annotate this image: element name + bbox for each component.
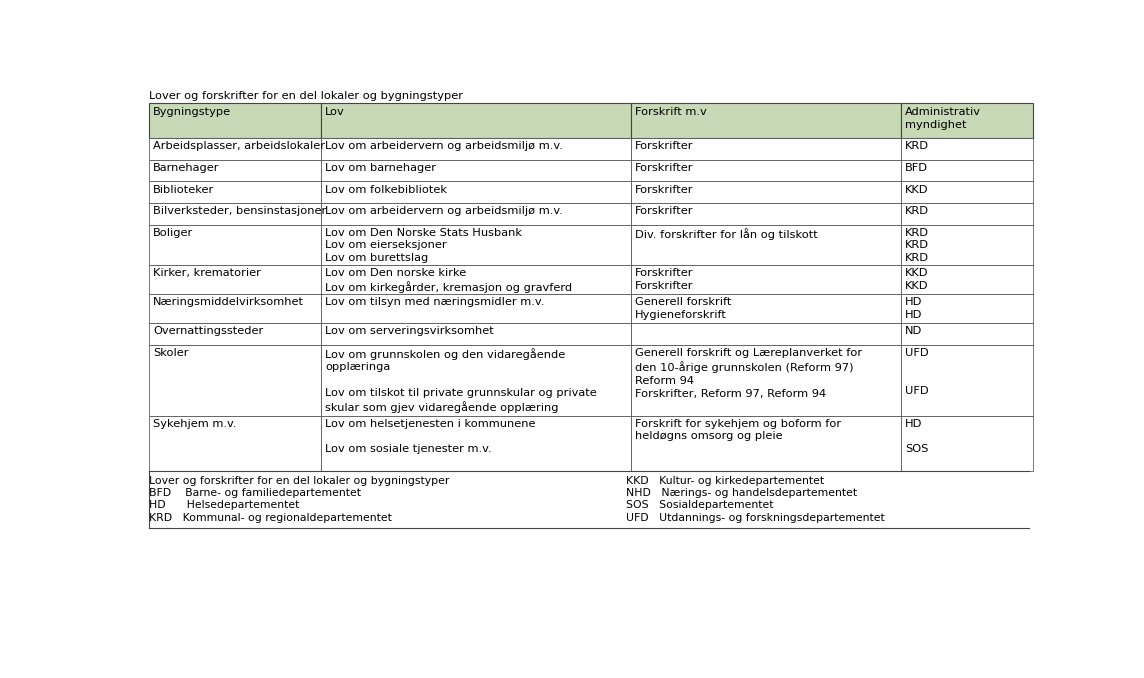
Text: Lov om grunnskolen og den vidaregående
opplæringa

Lov om tilskot til private gr: Lov om grunnskolen og den vidaregående o… xyxy=(325,348,597,414)
Text: KKD: KKD xyxy=(905,184,928,195)
Bar xyxy=(631,344,901,416)
Bar xyxy=(149,203,321,224)
Bar xyxy=(321,323,631,344)
Text: Næringsmiddelvirksomhet: Næringsmiddelvirksomhet xyxy=(153,297,304,307)
Bar xyxy=(631,323,901,344)
Bar xyxy=(631,264,901,294)
Bar xyxy=(631,103,901,138)
Bar xyxy=(901,224,1033,264)
Bar xyxy=(321,182,631,203)
Bar xyxy=(149,138,321,160)
Bar xyxy=(901,203,1033,224)
Bar xyxy=(149,344,321,416)
Text: Lov om helsetjenesten i kommunene

Lov om sosiale tjenester m.v.: Lov om helsetjenesten i kommunene Lov om… xyxy=(325,418,535,454)
Text: Sykehjem m.v.: Sykehjem m.v. xyxy=(153,418,237,428)
Bar xyxy=(631,138,901,160)
Bar xyxy=(149,224,321,264)
Text: Skoler: Skoler xyxy=(153,348,189,358)
Bar xyxy=(321,160,631,182)
Text: Barnehager: Barnehager xyxy=(153,163,220,173)
Text: NHD   Nærings- og handelsdepartementet: NHD Nærings- og handelsdepartementet xyxy=(626,488,857,498)
Text: Forskrift m.v: Forskrift m.v xyxy=(635,106,707,117)
Bar xyxy=(321,103,631,138)
Bar xyxy=(321,344,631,416)
Bar xyxy=(149,294,321,323)
Text: UFD   Utdannings- og forskningsdepartementet: UFD Utdannings- og forskningsdepartement… xyxy=(626,513,885,523)
Text: Forskrift for sykehjem og boform for
heldøgns omsorg og pleie: Forskrift for sykehjem og boform for hel… xyxy=(635,418,841,441)
Bar xyxy=(631,182,901,203)
Text: KRD
KRD
KRD: KRD KRD KRD xyxy=(905,228,929,263)
Bar xyxy=(149,182,321,203)
Text: Div. forskrifter for lån og tilskott: Div. forskrifter for lån og tilskott xyxy=(635,228,818,239)
Text: ND: ND xyxy=(905,326,922,336)
Bar xyxy=(631,294,901,323)
Text: Forskrifter: Forskrifter xyxy=(635,206,693,216)
Bar xyxy=(901,323,1033,344)
Text: Lov om Den norske kirke
Lov om kirkegårder, kremasjon og gravferd: Lov om Den norske kirke Lov om kirkegård… xyxy=(325,268,572,293)
Bar xyxy=(631,224,901,264)
Bar xyxy=(321,416,631,471)
Bar xyxy=(149,264,321,294)
Bar xyxy=(901,160,1033,182)
Text: HD      Helsedepartementet: HD Helsedepartementet xyxy=(149,500,300,511)
Text: UFD


UFD: UFD UFD xyxy=(905,348,929,396)
Text: Lover og forskrifter for en del lokaler og bygningstyper: Lover og forskrifter for en del lokaler … xyxy=(149,475,450,485)
Text: Bygningstype: Bygningstype xyxy=(153,106,231,117)
Bar xyxy=(901,294,1033,323)
Text: Kirker, krematorier: Kirker, krematorier xyxy=(153,268,261,278)
Text: Forskrifter: Forskrifter xyxy=(635,163,693,173)
Text: Biblioteker: Biblioteker xyxy=(153,184,214,195)
Text: KKD   Kultur- og kirkedepartementet: KKD Kultur- og kirkedepartementet xyxy=(626,475,825,485)
Text: Overnattingssteder: Overnattingssteder xyxy=(153,326,263,336)
Text: KRD: KRD xyxy=(905,142,929,151)
Text: KKD
KKD: KKD KKD xyxy=(905,268,928,290)
Text: Forskrifter: Forskrifter xyxy=(635,184,693,195)
Text: Lov om folkebibliotek: Lov om folkebibliotek xyxy=(325,184,447,195)
Text: Forskrifter
Forskrifter: Forskrifter Forskrifter xyxy=(635,268,693,290)
Bar xyxy=(149,323,321,344)
Bar xyxy=(901,182,1033,203)
Text: Boliger: Boliger xyxy=(153,228,193,238)
Text: BFD    Barne- og familiedepartementet: BFD Barne- og familiedepartementet xyxy=(149,488,362,498)
Bar xyxy=(901,138,1033,160)
Bar xyxy=(901,416,1033,471)
Bar xyxy=(321,203,631,224)
Bar xyxy=(901,344,1033,416)
Bar xyxy=(321,224,631,264)
Bar xyxy=(149,103,321,138)
Text: BFD: BFD xyxy=(905,163,928,173)
Text: HD
HD: HD HD xyxy=(905,297,922,320)
Text: HD

SOS: HD SOS xyxy=(905,418,928,454)
Bar xyxy=(901,103,1033,138)
Bar xyxy=(321,138,631,160)
Text: KRD   Kommunal- og regionaldepartementet: KRD Kommunal- og regionaldepartementet xyxy=(149,513,392,523)
Text: Lov om serveringsvirksomhet: Lov om serveringsvirksomhet xyxy=(325,326,494,336)
Bar xyxy=(321,264,631,294)
Text: Lov om barnehager: Lov om barnehager xyxy=(325,163,436,173)
Text: Lov om arbeidervern og arbeidsmiljø m.v.: Lov om arbeidervern og arbeidsmiljø m.v. xyxy=(325,206,563,216)
Text: Arbeidsplasser, arbeidslokaler: Arbeidsplasser, arbeidslokaler xyxy=(153,142,325,151)
Bar xyxy=(631,416,901,471)
Bar xyxy=(631,203,901,224)
Bar xyxy=(901,264,1033,294)
Text: Lov om Den Norske Stats Husbank
Lov om eierseksjoner
Lov om burettslag: Lov om Den Norske Stats Husbank Lov om e… xyxy=(325,228,522,263)
Text: Lover og forskrifter for en del lokaler og bygningstyper: Lover og forskrifter for en del lokaler … xyxy=(149,91,463,100)
Text: Generell forskrift og Læreplanverket for
den 10-årige grunnskolen (Reform 97)
Re: Generell forskrift og Læreplanverket for… xyxy=(635,348,863,399)
Text: SOS   Sosialdepartementet: SOS Sosialdepartementet xyxy=(626,500,773,511)
Text: Administrativ
myndighet: Administrativ myndighet xyxy=(905,106,980,129)
Text: KRD: KRD xyxy=(905,206,929,216)
Text: Generell forskrift
Hygieneforskrift: Generell forskrift Hygieneforskrift xyxy=(635,297,731,320)
Bar xyxy=(321,294,631,323)
Bar xyxy=(149,416,321,471)
Text: Lov om arbeidervern og arbeidsmiljø m.v.: Lov om arbeidervern og arbeidsmiljø m.v. xyxy=(325,142,563,151)
Text: Lov om tilsyn med næringsmidler m.v.: Lov om tilsyn med næringsmidler m.v. xyxy=(325,297,545,307)
Bar xyxy=(631,160,901,182)
Text: Bilverksteder, bensinstasjoner: Bilverksteder, bensinstasjoner xyxy=(153,206,326,216)
Bar xyxy=(149,160,321,182)
Text: Forskrifter: Forskrifter xyxy=(635,142,693,151)
Text: Lov: Lov xyxy=(325,106,344,117)
